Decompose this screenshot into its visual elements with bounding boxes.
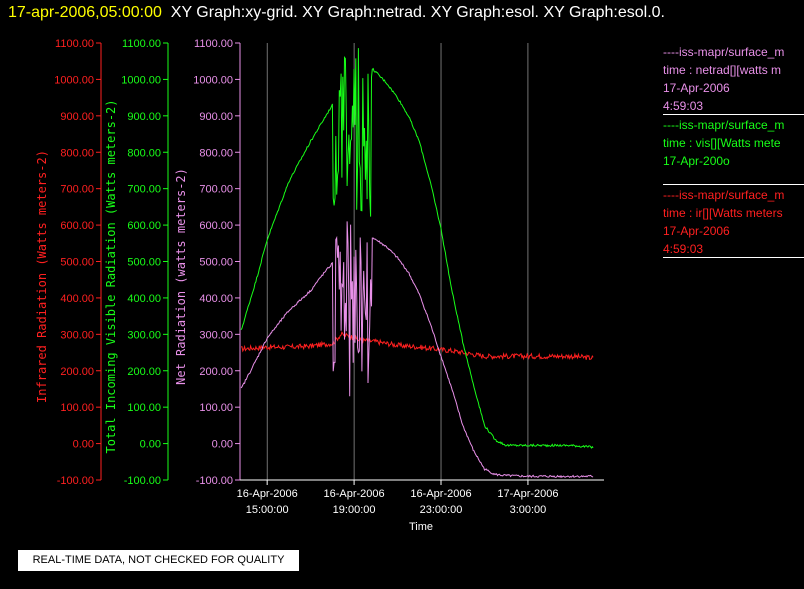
- y-axis-1-tick-label-3: 200.00: [127, 366, 161, 378]
- header-graph-list: XY Graph:xy-grid. XY Graph:netrad. XY Gr…: [170, 4, 665, 21]
- legend-entry-2-line-3: 4:59:03: [663, 242, 704, 256]
- legend-separator-1: [663, 184, 804, 185]
- legend-separator-0: [663, 114, 804, 115]
- y-axis-1-tick-label-4: 300.00: [127, 329, 161, 341]
- y-axis-1-tick-label-12: 1100.00: [122, 38, 161, 50]
- y-axis-1-tick-label-9: 800.00: [127, 147, 161, 159]
- y-axis-0-tick-label-8: 700.00: [60, 184, 94, 196]
- legend-entry-2-line-2: 17-Apr-2006: [663, 224, 730, 238]
- header-timestamp: 17-apr-2006,05:00:00: [8, 4, 162, 21]
- x-tick-time-1: 19:00:00: [333, 504, 376, 516]
- y-axis-0-tick-label-12: 1100.00: [55, 38, 94, 50]
- y-axis-0-tick-label-2: 100.00: [60, 402, 94, 414]
- y-axis-0-tick-label-6: 500.00: [60, 257, 94, 269]
- x-tick-label-3: 17-Apr-2006: [497, 488, 558, 500]
- legend-entry-2-line-0: ----iss-mapr/surface_m: [663, 188, 785, 202]
- y-axis-2-tick-label-11: 1000.00: [193, 74, 233, 86]
- y-axis-2-tick-label-12: 1100.00: [194, 38, 233, 50]
- legend-entry-0-line-3: 4:59:03: [663, 99, 704, 113]
- y-axis-0-tick-label-7: 600.00: [60, 220, 94, 232]
- graph-header: 17-apr-2006,05:00:00 XY Graph:xy-grid. X…: [8, 4, 665, 22]
- y-axis-0-tick-label-11: 1000.00: [54, 74, 94, 86]
- x-axis-label: Time: [409, 521, 433, 533]
- y-axis-0-tick-label-4: 300.00: [60, 329, 94, 341]
- legend-entry-1-line-2: 17-Apr-200o: [663, 154, 730, 168]
- y-axis-2-tick-label-6: 500.00: [199, 257, 233, 269]
- y-axis-1-tick-label-5: 400.00: [127, 293, 161, 305]
- x-tick-time-0: 15:00:00: [246, 504, 289, 516]
- y-axis-2-tick-label-3: 200.00: [199, 366, 233, 378]
- y-axis-1-tick-label-7: 600.00: [127, 220, 161, 232]
- y-axis-2-tick-label-10: 900.00: [199, 111, 233, 123]
- legend-entry-0-line-2: 17-Apr-2006: [663, 81, 730, 95]
- series-line-2: [240, 221, 594, 479]
- y-axis-2-tick-label-8: 700.00: [199, 184, 233, 196]
- y-axis-1-tick-label-0: -100.00: [124, 475, 161, 487]
- x-tick-label-2: 16-Apr-2006: [410, 488, 471, 500]
- y-axis-2-tick-label-0: -100.00: [196, 475, 233, 487]
- y-axis-2-tick-label-9: 800.00: [199, 147, 233, 159]
- y-axis-1-tick-label-11: 1000.00: [121, 74, 161, 86]
- legend-entry-2-line-1: time : ir[][Watts meters: [663, 206, 783, 220]
- legend-entry-1-line-0: ----iss-mapr/surface_m: [663, 118, 785, 132]
- y-axis-2-tick-label-7: 600.00: [199, 220, 233, 232]
- y-axis-0-tick-label-5: 400.00: [60, 293, 94, 305]
- legend-separator-2: [663, 257, 804, 258]
- x-tick-label-0: 16-Apr-2006: [237, 488, 298, 500]
- y-axis-1-label: Total Incoming Visible Radiation (Watts …: [104, 99, 118, 453]
- y-axis-0-label: Infrared Radiation (Watts meters-2): [35, 150, 49, 403]
- quality-notice: REAL-TIME DATA, NOT CHECKED FOR QUALITY: [18, 550, 299, 571]
- series-line-1: [240, 48, 594, 449]
- y-axis-2-tick-label-1: 0.00: [212, 439, 233, 451]
- series-line-0: [240, 330, 594, 361]
- y-axis-1-tick-label-10: 900.00: [127, 111, 161, 123]
- y-axis-2-tick-label-2: 100.00: [199, 402, 233, 414]
- y-axis-1-tick-label-8: 700.00: [127, 184, 161, 196]
- y-axis-2-tick-label-5: 400.00: [199, 293, 233, 305]
- legend-entry-1-line-1: time : vis[][Watts mete: [663, 136, 781, 150]
- y-axis-2-tick-label-4: 300.00: [199, 329, 233, 341]
- x-tick-time-3: 3:00:00: [510, 504, 547, 516]
- y-axis-0-tick-label-9: 800.00: [60, 147, 94, 159]
- y-axis-1-tick-label-1: 0.00: [140, 439, 161, 451]
- x-tick-label-1: 16-Apr-2006: [324, 488, 385, 500]
- y-axis-0-tick-label-1: 0.00: [73, 439, 94, 451]
- y-axis-2-label: Net Radiation (watts meters-2): [174, 168, 188, 385]
- y-axis-0-tick-label-3: 200.00: [60, 366, 94, 378]
- y-axis-1-tick-label-6: 500.00: [127, 257, 161, 269]
- x-tick-time-2: 23:00:00: [420, 504, 463, 516]
- y-axis-0-tick-label-0: -100.00: [57, 475, 94, 487]
- legend-entry-0-line-0: ----iss-mapr/surface_m: [663, 45, 785, 59]
- legend-entry-0-line-1: time : netrad[][watts m: [663, 63, 782, 77]
- y-axis-1-tick-label-2: 100.00: [127, 402, 161, 414]
- y-axis-0-tick-label-10: 900.00: [60, 111, 94, 123]
